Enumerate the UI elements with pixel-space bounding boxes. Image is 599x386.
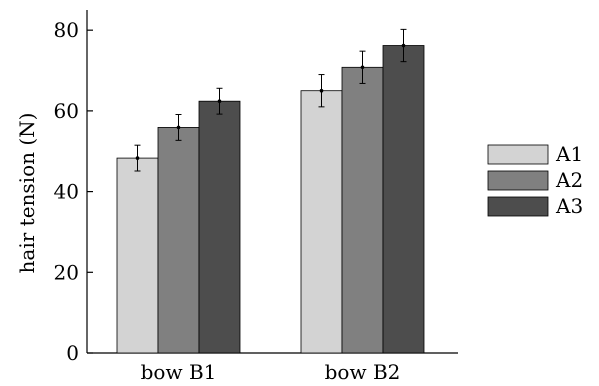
mean-point <box>135 156 140 160</box>
legend-label-a2: A2 <box>555 168 583 192</box>
mean-point <box>176 125 181 130</box>
bar-a2-1 <box>157 127 200 354</box>
legend-label-a1: A1 <box>555 142 583 166</box>
error-bars-group <box>134 28 407 172</box>
bar-a3-2 <box>382 45 425 354</box>
bars-group <box>116 45 425 354</box>
bar-a2-2 <box>341 66 384 354</box>
mean-point <box>360 65 365 70</box>
y-tick-label: 60 <box>54 99 79 123</box>
legend-label-a3: A3 <box>555 194 583 218</box>
bar-a1-1 <box>116 157 159 354</box>
mean-point <box>401 43 406 48</box>
mean-point <box>319 88 324 93</box>
y-tick-label: 80 <box>54 18 79 42</box>
y-tick-label: 40 <box>54 180 79 204</box>
legend-swatch-a2 <box>487 170 549 191</box>
y-tick-label: 0 <box>66 341 79 365</box>
bar-a1-2 <box>300 90 343 354</box>
bar-a3-1 <box>198 100 241 354</box>
legend-swatch-a1 <box>487 144 549 165</box>
legend-swatch-a3 <box>487 196 549 217</box>
x-tick-label: bow B2 <box>325 360 401 384</box>
mean-point <box>217 99 222 103</box>
y-axis-label: hair tension (N) <box>15 113 39 274</box>
y-tick-label: 20 <box>54 260 79 284</box>
x-tick-label: bow B1 <box>141 360 217 384</box>
labels-group: 0 20 40 60 80 bow B1 bow B2 <box>54 18 401 384</box>
